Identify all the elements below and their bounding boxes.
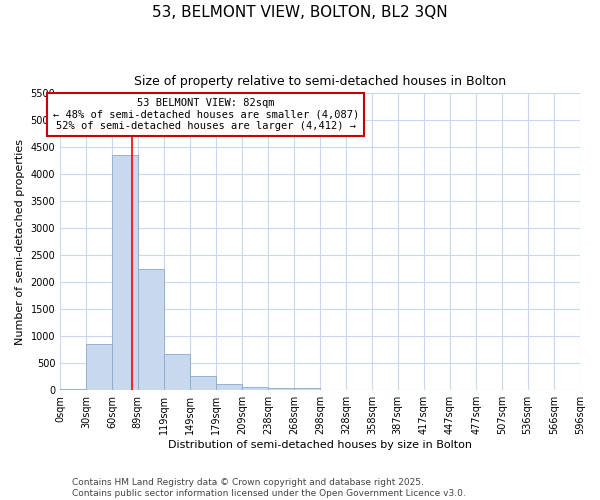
Title: Size of property relative to semi-detached houses in Bolton: Size of property relative to semi-detach… xyxy=(134,75,506,88)
Bar xyxy=(164,354,190,390)
Text: Contains HM Land Registry data © Crown copyright and database right 2025.
Contai: Contains HM Land Registry data © Crown c… xyxy=(72,478,466,498)
Bar xyxy=(112,156,138,390)
Bar xyxy=(242,387,268,390)
Bar xyxy=(216,384,242,390)
Bar xyxy=(268,388,294,390)
Bar xyxy=(190,376,216,390)
Bar xyxy=(86,344,112,390)
Text: 53 BELMONT VIEW: 82sqm
← 48% of semi-detached houses are smaller (4,087)
52% of : 53 BELMONT VIEW: 82sqm ← 48% of semi-det… xyxy=(53,98,359,131)
X-axis label: Distribution of semi-detached houses by size in Bolton: Distribution of semi-detached houses by … xyxy=(168,440,472,450)
Bar xyxy=(138,269,164,390)
Y-axis label: Number of semi-detached properties: Number of semi-detached properties xyxy=(15,139,25,345)
Bar xyxy=(60,388,86,390)
Bar xyxy=(294,388,320,390)
Text: 53, BELMONT VIEW, BOLTON, BL2 3QN: 53, BELMONT VIEW, BOLTON, BL2 3QN xyxy=(152,5,448,20)
